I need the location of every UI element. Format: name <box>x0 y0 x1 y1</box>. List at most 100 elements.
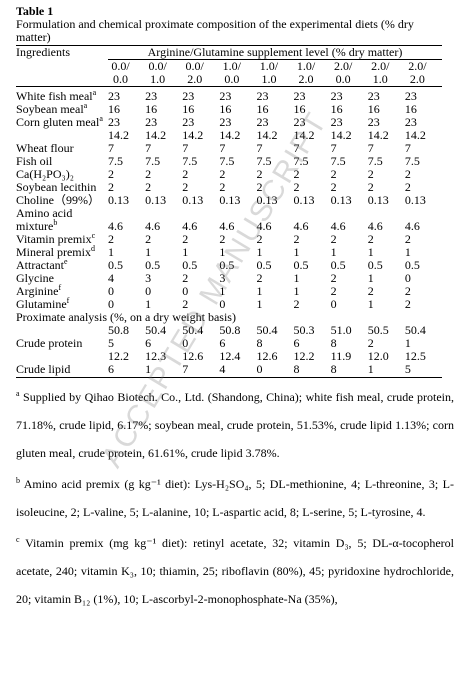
value-cell: 4.6 <box>405 207 442 233</box>
cell-value: 1 <box>293 245 300 259</box>
row-label-cell: White fish meala <box>16 87 108 104</box>
cell-value: 1 <box>219 284 226 298</box>
value-cell: 23 <box>108 116 145 129</box>
cell-value: 7.5 <box>219 154 235 168</box>
column-cell: 0.0/1.0 <box>145 59 183 87</box>
cell-value: 7 <box>182 141 189 155</box>
cell-value: 23 <box>182 89 195 103</box>
cell-value: 2 <box>367 167 374 181</box>
value-cell: 4.6 <box>331 207 368 233</box>
cell-value: 23 <box>293 89 306 103</box>
footnote: a Supplied by Qihao Biotech. Co., Ltd. (… <box>16 383 454 467</box>
value-cell: 23 <box>331 87 368 104</box>
footnote-mark: b <box>53 218 58 227</box>
cell-value: 7 <box>293 141 300 155</box>
value-cell: 50.48 <box>256 324 293 350</box>
value-cell: 7 <box>182 142 219 155</box>
cell-value: 7.5 <box>145 154 161 168</box>
blank <box>16 59 108 87</box>
cell-value: 2 <box>145 180 152 194</box>
cell-value: 16 <box>367 102 380 116</box>
cell-value: 2 <box>330 232 337 246</box>
value-cell: 14.2 <box>145 129 182 142</box>
value-cell: 2 <box>368 285 405 298</box>
value-cell: 0.13 <box>294 194 331 207</box>
cell-value: 23 <box>108 89 120 103</box>
value-cell: 0.5 <box>368 259 405 272</box>
cell-value: 50.86 <box>219 323 241 350</box>
cell-value: 2 <box>293 180 300 194</box>
value-cell: 16 <box>108 103 145 116</box>
row-label-cell: Amino acid mixtureb <box>16 207 108 233</box>
value-cell: 23 <box>256 87 293 104</box>
value-cell: 11.98 <box>330 350 368 378</box>
value-cell: 0 <box>405 272 442 285</box>
cell-value: 0.13 <box>145 193 167 207</box>
value-cell: 0.13 <box>108 194 145 207</box>
footnote-mark: a <box>16 389 20 398</box>
cell-value: 7.5 <box>330 154 346 168</box>
cell-value: 1 <box>182 245 189 259</box>
value-cell: 1 <box>219 246 256 259</box>
value-cell: 4.6 <box>368 207 405 233</box>
cell-value: 2 <box>219 232 226 246</box>
footnote-mark: c <box>91 231 96 240</box>
cell-value: 50.41 <box>404 323 426 350</box>
value-cell: 23 <box>145 87 182 104</box>
cell-value: 0.5 <box>145 258 161 272</box>
value-cell: 50.40 <box>182 324 219 350</box>
value-cell: 2 <box>294 233 331 246</box>
column-header: 1.0/0.0 <box>222 59 241 86</box>
value-cell: 23 <box>219 116 256 129</box>
table-row: 14.2 14.2 14.2 14.2 14.2 14.2 14.2 14.2 14.2 <box>16 129 442 142</box>
cell-value: 4.6 <box>108 219 123 233</box>
value-cell: 23 <box>256 116 293 129</box>
cell-value: 4.6 <box>145 219 161 233</box>
value-cell: 2 <box>108 168 145 181</box>
cell-value: 16 <box>108 102 120 116</box>
row-label: Mineral premix <box>16 245 91 259</box>
row-label: Wheat flour <box>16 141 74 155</box>
footnote-mark: a <box>92 88 97 97</box>
cell-value: 7 <box>404 141 411 155</box>
table: Ingredients Arginine/Glutamine supplement… <box>16 45 442 378</box>
value-cell: 0.13 <box>256 194 293 207</box>
value-cell: 0.13 <box>145 194 182 207</box>
cell-value: 2 <box>367 232 374 246</box>
value-cell: 7 <box>108 142 145 155</box>
value-cell: 2 <box>294 168 331 181</box>
row-label: Crude protein <box>16 336 83 350</box>
row-label: Glycine <box>16 271 54 285</box>
cell-value: 1 <box>256 297 263 311</box>
cell-value: 16 <box>404 102 417 116</box>
table-row: Argininef 0 0 0 1 1 1 2 2 2 <box>16 284 442 298</box>
footnote-text: Supplied by Qihao Biotech. Co., Ltd. (Sh… <box>16 390 454 460</box>
footnote-mark: a <box>83 101 88 110</box>
cell-value: 50.40 <box>182 323 204 350</box>
row-label-cell: Glutaminef <box>16 297 108 311</box>
column-cell: 0.0/2.0 <box>182 59 220 87</box>
cell-value: 0.13 <box>108 193 129 207</box>
table-row: Amino acid mixtureb 4.6 4.6 4.6 4.6 4.6 4.6 4.6… <box>16 207 442 233</box>
column-header: 2.0/0.0 <box>333 59 353 86</box>
cell-value: 1 <box>330 245 337 259</box>
cell-value: 2 <box>330 284 337 298</box>
value-cell: 1 <box>256 298 293 311</box>
cell-value: 14.2 <box>404 128 426 142</box>
column-header: 1.0/1.0 <box>259 59 279 86</box>
header-row: Ingredients Arginine/Glutamine supplement… <box>16 45 442 60</box>
value-cell: 14.2 <box>256 129 293 142</box>
footnote-mark: d <box>90 244 95 253</box>
cell-value: 7 <box>330 141 337 155</box>
value-cell: 7 <box>368 142 405 155</box>
cell-value: 12.28 <box>293 349 315 376</box>
value-cell: 23 <box>294 87 331 104</box>
cell-value: 0 <box>330 297 337 311</box>
cell-value: 0.13 <box>219 193 241 207</box>
value-cell: 0.13 <box>219 194 256 207</box>
value-cell: 16 <box>145 103 182 116</box>
cell-value: 2 <box>182 232 189 246</box>
value-cell: 23 <box>108 87 145 104</box>
value-cell: 1 <box>331 246 368 259</box>
